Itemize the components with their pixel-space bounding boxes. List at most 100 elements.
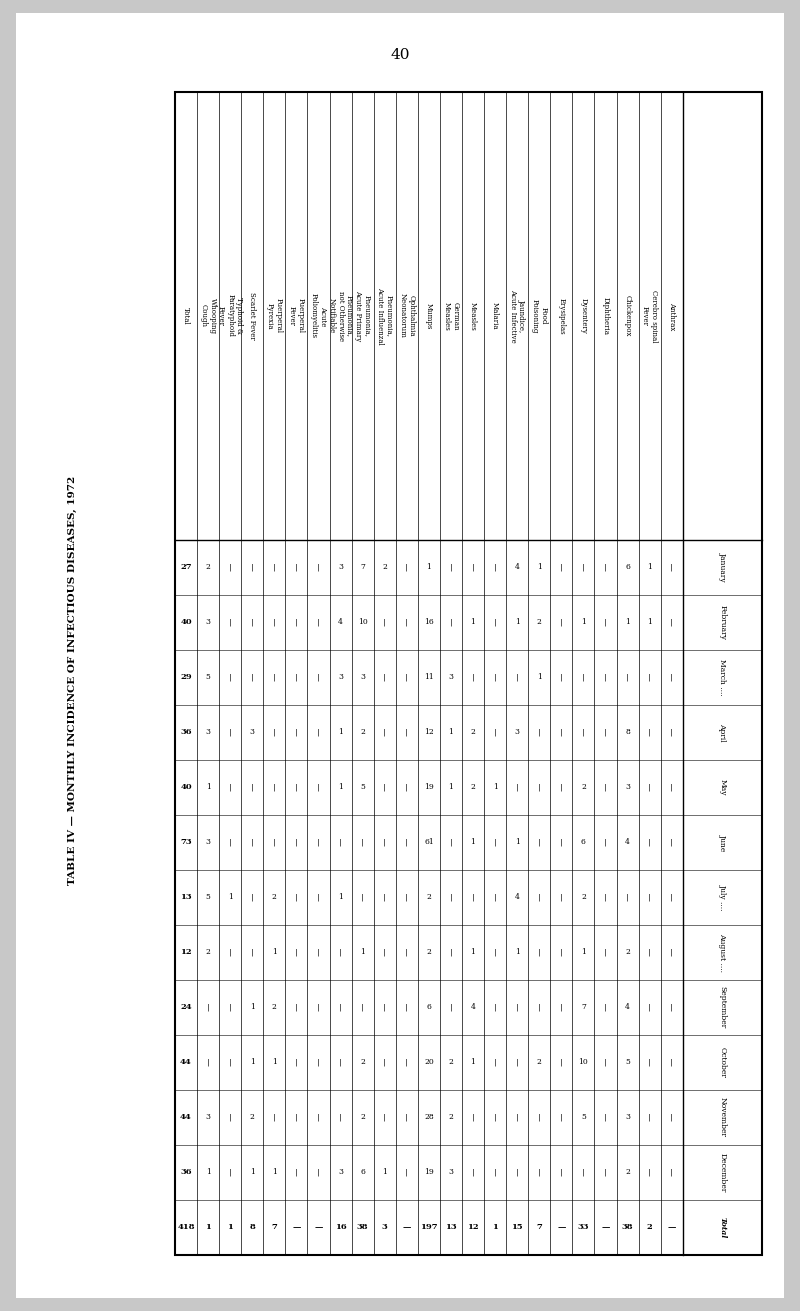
Text: 2: 2 xyxy=(272,893,277,902)
Text: 19: 19 xyxy=(424,784,434,792)
Text: |: | xyxy=(317,893,320,902)
Text: |: | xyxy=(494,838,497,847)
Text: |: | xyxy=(295,729,298,737)
Text: |: | xyxy=(648,838,651,847)
Text: 1: 1 xyxy=(250,1003,254,1011)
Text: |: | xyxy=(229,838,231,847)
Text: |: | xyxy=(317,564,320,572)
Text: |: | xyxy=(648,893,651,902)
Text: |: | xyxy=(604,619,607,627)
Text: |: | xyxy=(406,784,408,792)
Text: |: | xyxy=(273,784,276,792)
Text: |: | xyxy=(383,948,386,957)
Text: |: | xyxy=(406,1113,408,1121)
Text: Total: Total xyxy=(718,1217,726,1238)
Text: 2: 2 xyxy=(581,893,586,902)
Text: |: | xyxy=(494,948,497,957)
Text: |: | xyxy=(450,838,452,847)
Text: 2: 2 xyxy=(426,948,431,957)
Text: |: | xyxy=(406,729,408,737)
Text: 1: 1 xyxy=(272,948,277,957)
Text: |: | xyxy=(273,838,276,847)
Text: Puerperal
Fever: Puerperal Fever xyxy=(288,299,305,333)
Text: 24: 24 xyxy=(180,1003,192,1011)
Text: 5: 5 xyxy=(206,893,210,902)
Text: 7: 7 xyxy=(271,1223,278,1231)
Text: |: | xyxy=(648,1058,651,1066)
Text: |: | xyxy=(383,1113,386,1121)
Text: |: | xyxy=(229,1003,231,1011)
Text: |: | xyxy=(538,948,541,957)
Text: |: | xyxy=(538,1003,541,1011)
Text: |: | xyxy=(406,893,408,902)
Text: |: | xyxy=(251,564,254,572)
Text: 3: 3 xyxy=(625,784,630,792)
Text: |: | xyxy=(582,1168,585,1176)
Text: |: | xyxy=(472,1113,474,1121)
Text: —: — xyxy=(557,1223,566,1231)
Text: |: | xyxy=(560,948,562,957)
Text: 3: 3 xyxy=(250,729,254,737)
Text: |: | xyxy=(295,893,298,902)
Text: December: December xyxy=(718,1152,726,1192)
Text: 10: 10 xyxy=(578,1058,588,1066)
Text: Food
Poisoning: Food Poisoning xyxy=(530,299,548,333)
Text: |: | xyxy=(339,1113,342,1121)
Text: 2: 2 xyxy=(537,1058,542,1066)
Text: |: | xyxy=(383,838,386,847)
Text: |: | xyxy=(362,1003,364,1011)
Text: 1: 1 xyxy=(449,729,454,737)
Text: |: | xyxy=(362,893,364,902)
Text: 5: 5 xyxy=(581,1113,586,1121)
Text: |: | xyxy=(295,948,298,957)
Text: |: | xyxy=(494,729,497,737)
Text: 1: 1 xyxy=(514,838,520,847)
Text: |: | xyxy=(560,784,562,792)
Text: 6: 6 xyxy=(360,1168,365,1176)
Text: 1: 1 xyxy=(537,674,542,682)
Text: 2: 2 xyxy=(449,1058,454,1066)
Text: 1: 1 xyxy=(514,948,520,957)
Text: 1: 1 xyxy=(205,1223,211,1231)
Text: 3: 3 xyxy=(338,564,343,572)
Text: |: | xyxy=(670,1003,673,1011)
Text: 2: 2 xyxy=(581,784,586,792)
Text: |: | xyxy=(560,893,562,902)
Text: 11: 11 xyxy=(424,674,434,682)
Text: 4: 4 xyxy=(338,619,343,627)
Text: |: | xyxy=(317,1058,320,1066)
Text: German
Measles: German Measles xyxy=(442,302,459,330)
Text: |: | xyxy=(472,564,474,572)
Text: May: May xyxy=(718,779,726,796)
Text: 1: 1 xyxy=(250,1058,254,1066)
Text: |: | xyxy=(251,674,254,682)
Text: 1: 1 xyxy=(338,784,343,792)
Text: |: | xyxy=(626,674,629,682)
Text: 29: 29 xyxy=(180,674,192,682)
Text: 44: 44 xyxy=(180,1058,192,1066)
Text: |: | xyxy=(560,1058,562,1066)
Text: 1: 1 xyxy=(537,564,542,572)
Text: 1: 1 xyxy=(470,838,475,847)
Text: November: November xyxy=(718,1097,726,1138)
Text: |: | xyxy=(406,1058,408,1066)
Text: |: | xyxy=(538,1113,541,1121)
Text: 44: 44 xyxy=(180,1113,192,1121)
Text: 1: 1 xyxy=(581,619,586,627)
Text: 4: 4 xyxy=(625,1003,630,1011)
Text: 2: 2 xyxy=(625,948,630,957)
Text: 40: 40 xyxy=(180,619,192,627)
Text: 3: 3 xyxy=(382,1223,387,1231)
Text: —: — xyxy=(314,1223,322,1231)
Text: |: | xyxy=(383,893,386,902)
Text: 36: 36 xyxy=(180,1168,192,1176)
Text: |: | xyxy=(406,674,408,682)
Text: |: | xyxy=(516,784,518,792)
Text: 1: 1 xyxy=(470,948,475,957)
Text: 2: 2 xyxy=(537,619,542,627)
Text: June: June xyxy=(718,834,726,851)
Text: 3: 3 xyxy=(625,1113,630,1121)
Text: 2: 2 xyxy=(382,564,387,572)
Text: |: | xyxy=(229,1168,231,1176)
Text: |: | xyxy=(339,1058,342,1066)
